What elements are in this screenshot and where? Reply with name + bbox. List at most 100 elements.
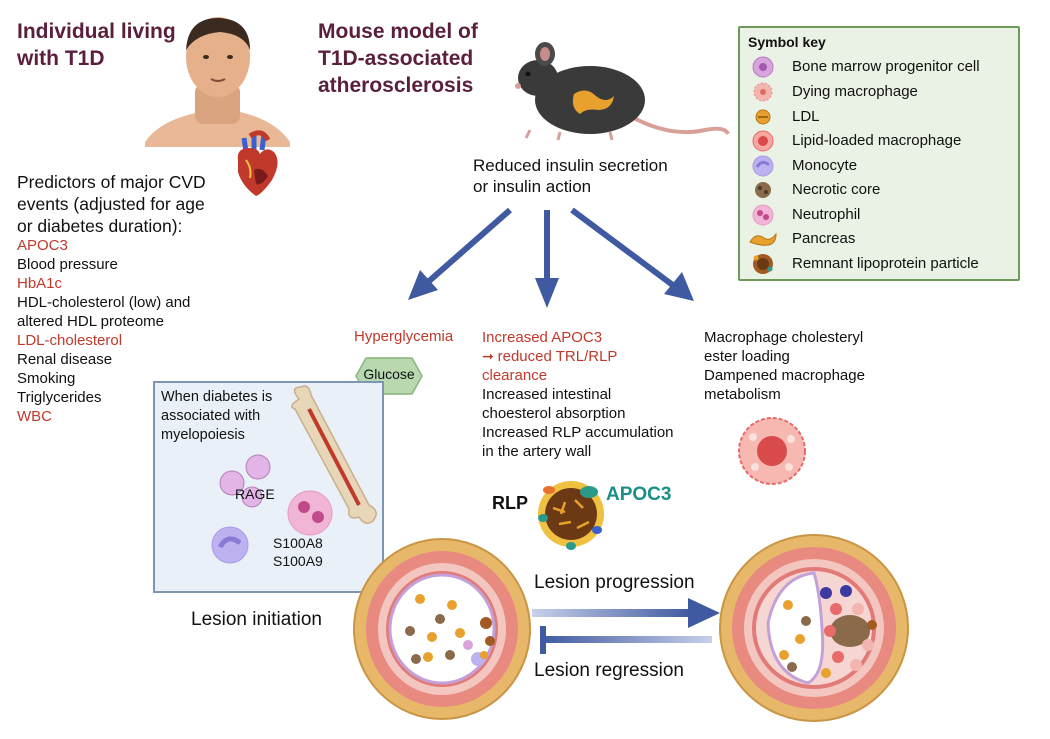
predictor-item: Triglycerides (17, 389, 102, 406)
remnant-particle-icon (753, 254, 773, 274)
apoc3-line2: reduced TRL/RLP (497, 348, 618, 365)
insulin-line2: or insulin action (473, 177, 592, 196)
macro-line1: Macrophage cholesteryl (704, 329, 864, 346)
apoc3-line2-row: ➞ reduced TRL/RLP (482, 347, 674, 366)
neutrophil-cell (287, 490, 333, 536)
monocyte-icon (752, 155, 774, 177)
predictors-heading-line1: Predictors of major CVD (17, 172, 206, 192)
mouse-title: Mouse model of T1D-associated atheroscle… (318, 18, 478, 99)
progression-regression-arrows (532, 598, 720, 654)
neutrophil-icon (752, 204, 774, 226)
key-label: Remnant lipoprotein particle (792, 255, 979, 272)
key-label: Necrotic core (792, 181, 881, 198)
mouse-title-line3: atherosclerosis (318, 74, 474, 97)
progenitor-cell (245, 454, 271, 480)
myelo-line2: associated with (161, 408, 261, 424)
s100a9-label: S100A9 (273, 553, 323, 569)
dying-macrophage-icon (753, 82, 773, 102)
regression-inhibit-bar (540, 626, 546, 654)
glucose-label: Glucose (363, 366, 415, 382)
myelopoiesis-text: When diabetes is associated with myelopo… (161, 388, 272, 445)
progenitor-cell-icon (752, 56, 774, 78)
arrow-to-macrophage (570, 207, 676, 289)
rage-label: RAGE (235, 486, 275, 502)
individual-title-line2: with T1D (17, 47, 105, 70)
macro-line4: metabolism (704, 386, 781, 403)
predictor-item: HbA1c (17, 275, 63, 292)
s100a8-label: S100A8 (273, 535, 323, 551)
key-label: Neutrophil (792, 206, 861, 223)
key-row-monocyte: Monocyte (748, 155, 1018, 177)
predictors-heading-line2: events (adjusted for age (17, 194, 205, 214)
key-label: LDL (792, 108, 820, 125)
heart-icon (237, 130, 278, 196)
key-label: Bone marrow progenitor cell (792, 58, 980, 75)
apoc3-label: APOC3 (606, 484, 672, 505)
myelo-line1: When diabetes is (161, 389, 273, 405)
key-row-necrotic-core: Necrotic core (748, 179, 1018, 201)
rlp-particle-icon (538, 481, 604, 550)
key-row-neutrophil: Neutrophil (748, 204, 1018, 226)
predictors-heading: Predictors of major CVD events (adjusted… (17, 171, 206, 237)
ldl-icon (755, 109, 771, 125)
symbol-key-title: Symbol key (748, 34, 826, 50)
lipid-macrophage-icon (752, 130, 774, 152)
key-label: Lipid-loaded macrophage (792, 132, 962, 149)
mouse-illustration (515, 42, 730, 141)
mechanism-arrows (408, 207, 694, 308)
insulin-text: Reduced insulin secretion or insulin act… (473, 155, 668, 197)
lipid-macrophage-illustration (738, 417, 806, 485)
predictor-item: Smoking (17, 370, 76, 387)
key-label: Dying macrophage (792, 83, 918, 100)
key-row-dying-macrophage: Dying macrophage (748, 81, 1018, 103)
rlp-accum-line2: in the artery wall (482, 443, 592, 460)
individual-title-line1: Individual living (17, 20, 176, 43)
progenitor-cell (241, 486, 263, 508)
monocyte-cell (211, 526, 249, 564)
rlp-accum-line1: Increased RLP accumulation (482, 424, 674, 441)
lesion-initiation-label: Lesion initiation (191, 609, 322, 630)
necrotic-core-icon (755, 182, 771, 198)
artery-early-lesion (353, 538, 531, 720)
progression-arrow-shaft (532, 609, 692, 617)
predictor-item: altered HDL proteome (17, 313, 165, 330)
lesion-regression-label: Lesion regression (534, 660, 684, 681)
key-row-pancreas: Pancreas (748, 228, 1018, 250)
predictor-item: LDL-cholesterol (17, 332, 123, 349)
red-arrow-icon: ➞ (482, 348, 498, 364)
individual-title: Individual living with T1D (17, 18, 176, 72)
rlp-label: RLP (492, 493, 528, 513)
progression-arrow-head (688, 598, 720, 628)
person-illustration (145, 17, 290, 147)
arrow-head-hyperglycemia (408, 270, 438, 300)
myelo-line3: myelopoiesis (161, 427, 245, 443)
apoc3-line1: Increased APOC3 (482, 329, 603, 346)
key-row-ldl: LDL (748, 106, 1018, 128)
arrow-head-macrophage (664, 272, 694, 301)
hyperglycemia-label: Hyperglycemia (354, 328, 454, 345)
intestinal-line2: choesterol absorption (482, 405, 626, 422)
predictor-item: Renal disease (17, 351, 113, 368)
apoc3-mechanism: Increased APOC3 ➞ reduced TRL/RLP cleara… (482, 328, 674, 461)
key-row-progenitor: Bone marrow progenitor cell (748, 56, 1018, 78)
macro-line3: Dampened macrophage (704, 367, 865, 384)
arrow-to-hyperglycemia (426, 207, 512, 285)
symbol-key: Symbol key Bone marrow progenitor cell D… (738, 26, 1020, 281)
intestinal-line1: Increased intestinal (482, 386, 612, 403)
predictors-heading-line3: or diabetes duration): (17, 216, 183, 236)
predictor-item: Blood pressure (17, 256, 118, 273)
bone-illustration (291, 385, 377, 524)
predictor-item: WBC (17, 408, 52, 425)
predictors-list: APOC3 Blood pressure HbA1c HDL-cholester… (17, 236, 190, 426)
artery-advanced-lesion (719, 534, 909, 722)
arrow-head-apoc3 (535, 278, 559, 308)
s100-labels: S100A8 S100A9 (273, 534, 323, 570)
apoc3-line3: clearance (482, 367, 548, 384)
myeloid-cells (211, 454, 333, 564)
pancreas-icon (749, 232, 777, 246)
key-label: Monocyte (792, 157, 858, 174)
insulin-line1: Reduced insulin secretion (473, 156, 668, 175)
predictor-item: HDL-cholesterol (low) and (17, 294, 191, 311)
lesion-progression-label: Lesion progression (534, 572, 695, 593)
